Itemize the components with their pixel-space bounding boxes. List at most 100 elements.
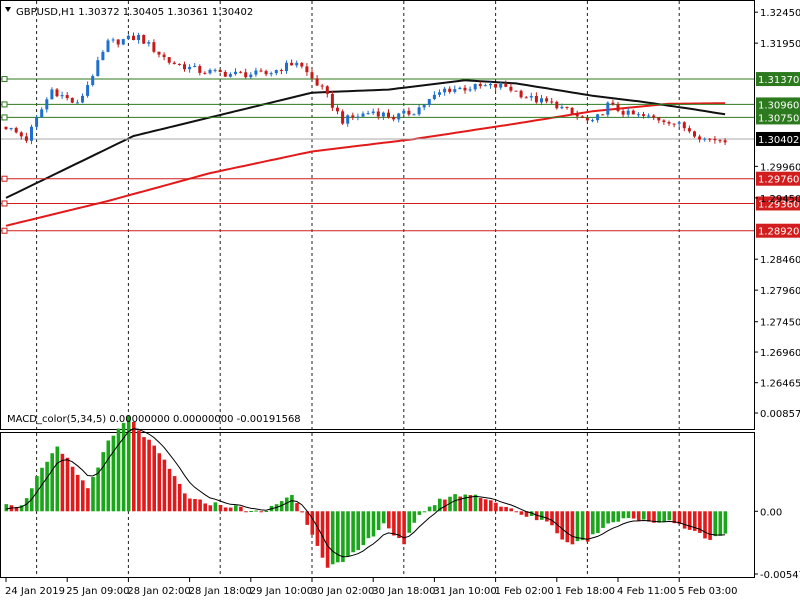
time-tick-label: 30 Jan 18:00	[372, 586, 435, 597]
indicator-header: MACD_color(5,34,5) 0.00000000 0.00000000…	[7, 414, 301, 425]
macd-bar	[346, 511, 350, 557]
candle-body	[509, 86, 513, 91]
level-handle	[1, 227, 8, 234]
level-tag	[756, 97, 800, 112]
macd-bar	[285, 497, 289, 512]
candle-body	[397, 113, 401, 120]
macd-bar	[86, 488, 90, 512]
price-tick-label: 1.26960	[760, 348, 800, 359]
candle-body	[499, 83, 503, 88]
macd-bar	[422, 511, 427, 513]
candle-body	[157, 51, 161, 55]
moving-averages	[5, 79, 726, 227]
time-tick-label: 4 Feb 11:00	[617, 586, 676, 597]
macd-bar	[188, 498, 192, 512]
candle-body	[213, 69, 217, 71]
macd-bar	[489, 500, 493, 512]
macd-bar	[713, 511, 717, 537]
candle-body	[529, 96, 533, 98]
candle-body	[580, 116, 584, 118]
candle-body	[636, 114, 640, 116]
candle-body	[341, 111, 345, 124]
macd-histogram	[4, 416, 728, 568]
candle-body	[300, 62, 304, 67]
macd-bar	[264, 510, 269, 512]
candle-body	[203, 72, 207, 74]
candle-body	[565, 106, 569, 108]
macd-bar	[672, 511, 677, 524]
macd-bar	[19, 505, 24, 512]
candle-body	[392, 117, 396, 120]
macd-bar	[463, 494, 468, 512]
candle-body	[183, 64, 186, 70]
candle-body	[611, 102, 615, 105]
symbol-header: GBPUSD,H1 1.30372 1.30405 1.30361 1.3040…	[16, 7, 253, 18]
candle-body	[468, 89, 472, 91]
candle-body	[443, 88, 447, 93]
ma-fast-line	[5, 79, 726, 199]
level-tag	[756, 223, 800, 238]
macd-bar	[529, 511, 534, 516]
candle-body	[606, 102, 610, 115]
candle-body	[320, 85, 324, 87]
macd-bar	[111, 435, 116, 512]
candle-body	[228, 74, 232, 77]
macd-bar	[279, 501, 284, 512]
candle-body	[9, 128, 13, 130]
time-tick-label: 28 Jan 18:00	[189, 586, 252, 597]
macd-bar	[81, 480, 85, 512]
macd-bar	[376, 511, 381, 531]
macd-bar	[443, 499, 447, 512]
candle-body	[677, 122, 681, 124]
macd-bar	[478, 497, 483, 512]
macd-bar	[606, 511, 610, 524]
price-tick-label: 1.26465	[760, 379, 800, 390]
macd-bar	[356, 511, 360, 551]
macd-bar	[336, 511, 340, 563]
time-tick-label: 25 Jan 09:00	[66, 586, 129, 597]
collapse-triangle-icon[interactable]	[5, 7, 11, 12]
macd-bar	[616, 511, 621, 522]
time-tick-label: 28 Jan 02:00	[127, 586, 190, 597]
candle-body	[703, 138, 707, 140]
macd-bar	[703, 511, 707, 539]
macd-bar	[708, 511, 712, 540]
candle-body	[121, 39, 125, 45]
macd-bar	[162, 459, 167, 512]
macd-bar	[657, 511, 661, 523]
macd-bar	[239, 506, 243, 512]
candle-body	[591, 120, 594, 122]
candle-body	[35, 117, 39, 127]
level-handle	[1, 175, 8, 182]
candle-body	[621, 111, 625, 115]
macd-bar	[320, 511, 325, 558]
macd-bar	[91, 477, 95, 512]
macd-bar	[101, 452, 105, 512]
time-tick-label: 30 Jan 02:00	[311, 586, 374, 597]
candle-body	[70, 98, 74, 103]
macd-bar	[448, 496, 452, 512]
candle-body	[310, 72, 314, 79]
macd-bar	[147, 439, 151, 512]
candle-body	[152, 42, 156, 52]
candle-body	[616, 104, 620, 112]
macd-bar	[580, 511, 585, 541]
candle-body	[86, 84, 90, 96]
candle-body	[366, 113, 370, 115]
candle-body	[667, 122, 671, 124]
macd-bar	[152, 445, 156, 512]
candle-body	[126, 35, 130, 40]
level-tag-label: 1.31370	[758, 75, 799, 86]
macd-bar	[560, 511, 564, 540]
macd-bar	[427, 506, 432, 512]
candle-body	[142, 34, 146, 44]
macd-tick-label: 0.0085731	[760, 409, 800, 420]
candle-body	[167, 57, 171, 63]
macd-bar	[203, 503, 207, 512]
price-tick-label: 1.32450	[760, 8, 800, 19]
candle-body	[346, 115, 350, 124]
macd-bar	[366, 511, 371, 539]
candle-body	[137, 34, 141, 41]
price-tick-label: 1.28460	[760, 255, 800, 266]
